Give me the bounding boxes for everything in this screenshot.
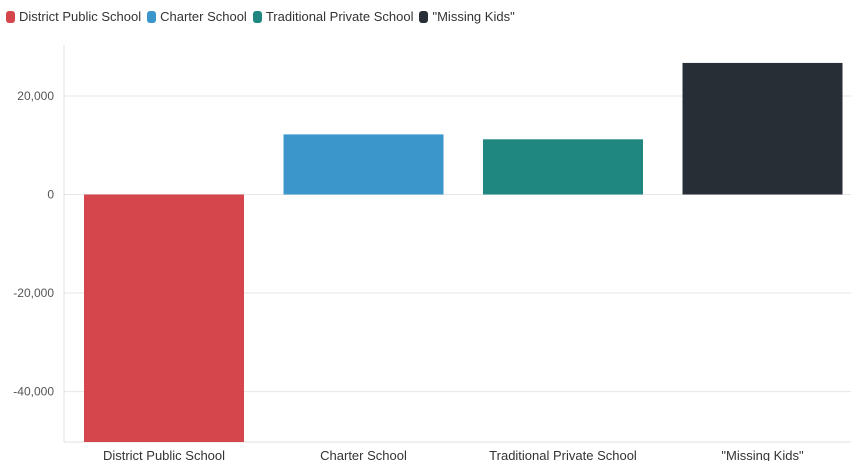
y-tick-label: 20,000 — [17, 89, 54, 103]
legend-swatch — [419, 10, 429, 23]
legend-item-district-public-school[interactable]: District Public School — [6, 9, 141, 24]
bar-1 — [283, 134, 444, 195]
legend-label: District Public School — [19, 9, 142, 24]
legend-label: "Missing Kids" — [432, 9, 515, 24]
legend-swatch — [6, 10, 15, 23]
legend-item-charter-school[interactable]: Charter School — [147, 9, 247, 24]
x-tick-label: "Missing Kids" — [721, 448, 804, 461]
bar-0 — [84, 194, 244, 442]
x-tick-label: District Public School — [103, 448, 225, 461]
x-tick-label: Charter School — [320, 448, 407, 461]
legend-swatch — [147, 10, 157, 23]
legend-label: Traditional Private School — [265, 9, 414, 24]
legend-label: Charter School — [160, 9, 247, 24]
x-tick-label: Traditional Private School — [489, 448, 637, 461]
legend: District Public School Charter School Tr… — [6, 9, 515, 24]
legend-item-missing-kids[interactable]: "Missing Kids" — [419, 9, 515, 24]
legend-swatch — [252, 10, 262, 23]
legend-item-traditional-private-school[interactable]: Traditional Private School — [252, 9, 414, 24]
y-tick-label: -20,000 — [13, 286, 54, 300]
bar-2 — [483, 139, 643, 195]
bar-3 — [682, 62, 843, 195]
y-tick-label: -40,000 — [13, 385, 54, 399]
y-tick-label: 0 — [47, 188, 54, 202]
